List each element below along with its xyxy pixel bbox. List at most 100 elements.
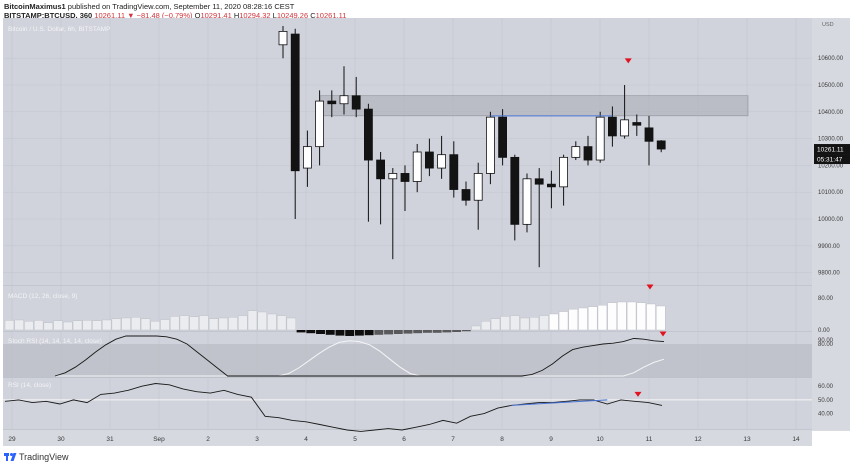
macd-bar-positive bbox=[267, 313, 277, 331]
rsi-signal-arrow-icon bbox=[634, 391, 642, 397]
candle-bearish bbox=[363, 108, 373, 161]
pane-rsi-background bbox=[3, 378, 812, 430]
price-tick-label: 10200.00 bbox=[818, 163, 844, 169]
candle-bullish bbox=[571, 146, 581, 158]
macd-bar-negative bbox=[325, 330, 335, 335]
tradingview-logo-icon bbox=[4, 452, 17, 462]
price-tick-label: 10500.00 bbox=[818, 83, 844, 89]
candle-bearish bbox=[510, 156, 520, 225]
publish-info: published on TradingView.com, September … bbox=[67, 2, 295, 11]
candle-bullish bbox=[412, 151, 422, 182]
candle-bearish bbox=[461, 189, 471, 201]
macd-bar-positive bbox=[588, 306, 598, 331]
macd-bar-positive bbox=[656, 305, 666, 331]
low-value: 10249.26 bbox=[276, 11, 309, 20]
macd-bar-positive bbox=[92, 320, 102, 331]
macd-bar-positive bbox=[102, 319, 112, 331]
macd-bar-negative bbox=[316, 330, 325, 334]
price-tick-label: 10300.00 bbox=[818, 137, 844, 143]
candle-bearish bbox=[498, 116, 508, 158]
stoch-pane-title: Stoch RSI (14, 14, 14, 14, close) bbox=[8, 338, 102, 345]
time-tick-label: 12 bbox=[694, 436, 702, 443]
macd-bar-positive bbox=[626, 301, 637, 331]
last-price-tag-label: 10261.11 bbox=[817, 147, 844, 154]
macd-bar-positive bbox=[646, 303, 656, 331]
time-tick-label: 6 bbox=[402, 436, 406, 443]
macd-bar-positive bbox=[63, 321, 73, 331]
candle-bearish bbox=[608, 116, 617, 137]
macd-bar-positive bbox=[529, 317, 540, 331]
macd-bar-positive bbox=[208, 318, 219, 331]
macd-bar-negative bbox=[403, 330, 413, 334]
time-tick-label: 11 bbox=[646, 436, 653, 443]
candle-bearish bbox=[376, 159, 386, 180]
stoch-signal-arrow-icon bbox=[659, 331, 667, 337]
macd-bar-positive bbox=[481, 321, 491, 331]
rsi-pane-title: RSI (14, close) bbox=[8, 382, 51, 389]
candle-bearish bbox=[547, 183, 556, 188]
candle-bullish bbox=[485, 116, 495, 174]
macd-bar-positive bbox=[131, 317, 141, 331]
resistance-zone bbox=[319, 95, 749, 117]
macd-bar-positive bbox=[82, 320, 92, 331]
macd-bar-positive bbox=[228, 317, 238, 331]
footer: TradingView bbox=[4, 451, 69, 463]
macd-bar-negative bbox=[345, 330, 355, 336]
macd-bar-positive bbox=[539, 315, 549, 331]
macd-bar-positive bbox=[257, 311, 267, 331]
countdown-tag bbox=[814, 154, 850, 165]
price-tick-label: 10400.00 bbox=[818, 110, 844, 116]
time-tick-label: 5 bbox=[353, 436, 357, 443]
macd-bar-positive bbox=[160, 319, 170, 331]
pane-price-background bbox=[3, 18, 812, 286]
stoch-tick-label: 80.00 bbox=[818, 342, 834, 348]
price-pane-title: Bitcoin / U.S. Dollar, 6h, BITSTAMP bbox=[8, 26, 110, 33]
price-tick-label: 9800.00 bbox=[818, 271, 840, 277]
macd-bar-positive bbox=[519, 317, 530, 331]
candle-bullish bbox=[595, 116, 605, 161]
macd-bar-positive bbox=[189, 316, 199, 331]
price-axis-background bbox=[812, 18, 850, 430]
time-tick-label: 10 bbox=[596, 436, 604, 443]
stoch-k-line bbox=[54, 335, 665, 377]
macd-bar-positive bbox=[14, 319, 24, 331]
time-tick-label: 13 bbox=[743, 436, 751, 443]
last-price-tag bbox=[814, 144, 850, 155]
candle-bullish bbox=[522, 178, 532, 225]
candle-bearish bbox=[290, 33, 300, 172]
macd-bar-positive bbox=[568, 309, 578, 331]
candle-bearish bbox=[632, 122, 642, 126]
brand-name[interactable]: TradingView bbox=[19, 452, 69, 462]
symbol-name: BITSTAMP:BTCUSD, 360 bbox=[4, 11, 93, 20]
macd-bar-positive bbox=[43, 322, 54, 331]
author-name[interactable]: BitcoinMaximus1 bbox=[4, 2, 66, 11]
macd-bar-positive bbox=[471, 325, 481, 331]
price-signal-arrow-icon bbox=[624, 58, 632, 64]
macd-bar-positive bbox=[33, 320, 44, 331]
time-axis-background bbox=[3, 430, 812, 446]
macd-bar-positive bbox=[24, 321, 34, 331]
macd-bar-positive bbox=[276, 315, 287, 331]
open-value: 10291.41 bbox=[200, 11, 232, 20]
macd-bar-positive bbox=[72, 320, 83, 331]
macd-bar-negative bbox=[413, 330, 423, 334]
macd-bar-negative bbox=[306, 330, 316, 334]
candle-bearish bbox=[583, 146, 593, 161]
candle-bullish bbox=[620, 119, 629, 137]
candle-bullish bbox=[473, 173, 483, 201]
last-price: 10261.11 bbox=[94, 11, 126, 20]
macd-pane-title: MACD (12, 26, close, 9) bbox=[8, 293, 77, 300]
stoch-d-line bbox=[55, 340, 665, 377]
candle-bullish bbox=[302, 146, 312, 169]
macd-bar-positive bbox=[578, 307, 588, 331]
macd-bar-negative bbox=[393, 330, 403, 334]
candle-bearish bbox=[656, 140, 666, 150]
macd-bar-positive bbox=[150, 321, 160, 331]
macd-bar-positive bbox=[549, 313, 559, 331]
time-tick-label: 2 bbox=[206, 436, 210, 443]
time-tick-label: 7 bbox=[451, 436, 455, 443]
time-tick-label: Sep bbox=[153, 436, 165, 443]
time-tick-label: 3 bbox=[255, 436, 259, 443]
candle-bullish bbox=[339, 95, 349, 105]
